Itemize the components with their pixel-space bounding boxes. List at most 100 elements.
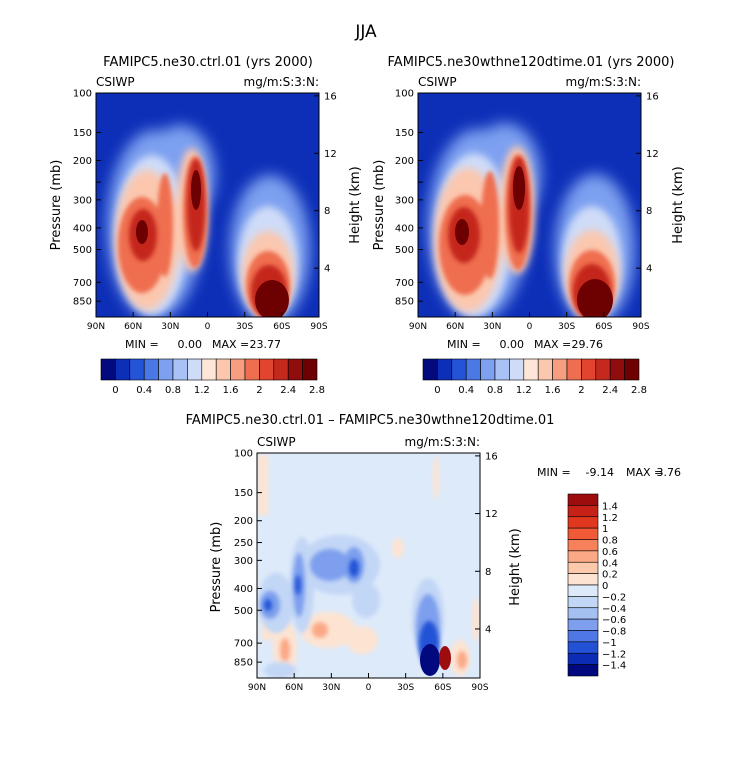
panel-title: FAMIPC5.ne30wthne120dtime.01 (yrs 2000) (388, 55, 675, 70)
colorbar-swatch (567, 561, 599, 574)
colorbar-label: 1.2 (516, 385, 532, 396)
y2-tick-label: 8 (324, 206, 330, 217)
x-tick-label: 0 (205, 322, 211, 332)
y-tick-label: 300 (73, 195, 92, 206)
variable-label: CSIWP (418, 75, 457, 89)
colorbar-swatch (552, 358, 568, 381)
y-tick-label: 500 (395, 245, 414, 256)
colorbar-label: 1 (602, 524, 608, 535)
colorbar-swatch (567, 652, 599, 665)
colorbar-swatch (595, 358, 611, 381)
colorbar-swatch (230, 358, 246, 381)
y2-axis-label: Height (km) (671, 166, 686, 243)
y-tick-label: 200 (395, 156, 414, 167)
heatmap-field (418, 93, 641, 317)
colorbar-label: 2.8 (309, 385, 325, 396)
y2-axis-label: Height (km) (348, 166, 363, 243)
y-tick-label: 200 (234, 516, 253, 527)
colorbar-swatch (465, 358, 481, 381)
colorbar-label: −0.8 (602, 627, 626, 638)
y2-tick-label: 12 (646, 149, 659, 160)
figure-title: JJA (354, 22, 377, 42)
colorbar-swatch (567, 550, 599, 563)
heatmap-field (96, 93, 319, 317)
colorbar-swatch (287, 358, 303, 381)
min-value: 0.00 (178, 338, 203, 351)
colorbar-swatch (567, 630, 599, 643)
colorbar-label: 0.4 (602, 558, 618, 569)
y-tick-label: 100 (234, 449, 253, 460)
y-tick-label: 850 (73, 297, 92, 308)
y-tick-label: 100 (73, 89, 92, 100)
colorbar-label: 2.8 (631, 385, 647, 396)
x-tick-label: 30S (397, 683, 414, 693)
x-tick-label: 60S (595, 322, 612, 332)
colorbar-label: 0.8 (602, 536, 618, 547)
colorbar-swatch (567, 505, 599, 518)
max-label: MAX = (212, 338, 249, 351)
colorbar-label: −1 (602, 638, 617, 649)
y2-tick-label: 16 (324, 91, 337, 102)
colorbar-swatch (567, 527, 599, 540)
colorbar-swatch (244, 358, 260, 381)
colorbar-label: 1.6 (545, 385, 561, 396)
colorbar-swatch (437, 358, 453, 381)
colorbar-swatch (567, 584, 599, 597)
colorbar-swatch (302, 358, 318, 381)
colorbar-swatch (187, 358, 203, 381)
y2-tick-label: 4 (646, 264, 652, 275)
y-tick-label: 150 (234, 488, 253, 499)
y2-tick-label: 16 (485, 451, 498, 462)
colorbar-label: −1.4 (602, 661, 626, 672)
shading-negative-max (420, 644, 440, 676)
max-value: 3.76 (657, 466, 682, 479)
colorbar-swatch (567, 539, 599, 552)
y2-tick-label: 8 (646, 206, 652, 217)
colorbar-swatch (158, 358, 174, 381)
x-tick-label: 60N (446, 322, 464, 332)
colorbar-label: 0.8 (487, 385, 503, 396)
colorbar-swatch (143, 358, 159, 381)
colorbar-swatch (566, 358, 582, 381)
colorbar-label: −0.4 (602, 604, 626, 615)
y2-tick-label: 4 (324, 264, 330, 275)
min-label: MIN = (537, 466, 571, 479)
colorbar-label: 0.2 (602, 570, 618, 581)
y-tick-label: 250 (234, 538, 253, 549)
colorbar-label: 0 (112, 385, 118, 396)
x-tick-label: 90N (409, 322, 427, 332)
units-label: mg/m:S:3:N: (566, 75, 641, 89)
colorbar-swatch (480, 358, 496, 381)
panel-experiment: FAMIPC5.ne30wthne120dtime.01 (yrs 2000) … (372, 55, 686, 396)
x-tick-label: 60N (124, 322, 142, 332)
min-value: -9.14 (586, 466, 614, 479)
colorbar-swatch (115, 358, 131, 381)
colorbar-swatch (451, 358, 467, 381)
colorbar-label: 2.4 (602, 385, 618, 396)
x-tick-label: 30N (161, 322, 179, 332)
x-tick-label: 90S (632, 322, 649, 332)
colorbar-swatch (567, 493, 599, 506)
variable-label: CSIWP (257, 435, 296, 449)
y-axis-label: Pressure (mb) (372, 160, 387, 251)
y-axis-label: Pressure (mb) (49, 160, 64, 251)
colorbar-swatch (581, 358, 597, 381)
colorbar-label: −0.6 (602, 615, 626, 626)
colorbar-swatch (100, 358, 116, 381)
x-tick-label: 90N (248, 683, 266, 693)
y-tick-label: 400 (73, 223, 92, 234)
colorbar-label: 1.2 (602, 513, 618, 524)
y-tick-label: 850 (234, 658, 253, 669)
colorbar-swatch (422, 358, 438, 381)
colorbar-swatch (259, 358, 275, 381)
colorbar-label: −0.2 (602, 592, 626, 603)
colorbar-label: 2 (578, 385, 584, 396)
y2-tick-label: 12 (485, 509, 498, 520)
colorbar-swatch (624, 358, 640, 381)
colorbar-swatch (273, 358, 289, 381)
colorbar-label: 2 (256, 385, 262, 396)
y2-tick-label: 4 (485, 624, 491, 635)
shading-max (136, 170, 289, 317)
colorbar-swatch (509, 358, 525, 381)
